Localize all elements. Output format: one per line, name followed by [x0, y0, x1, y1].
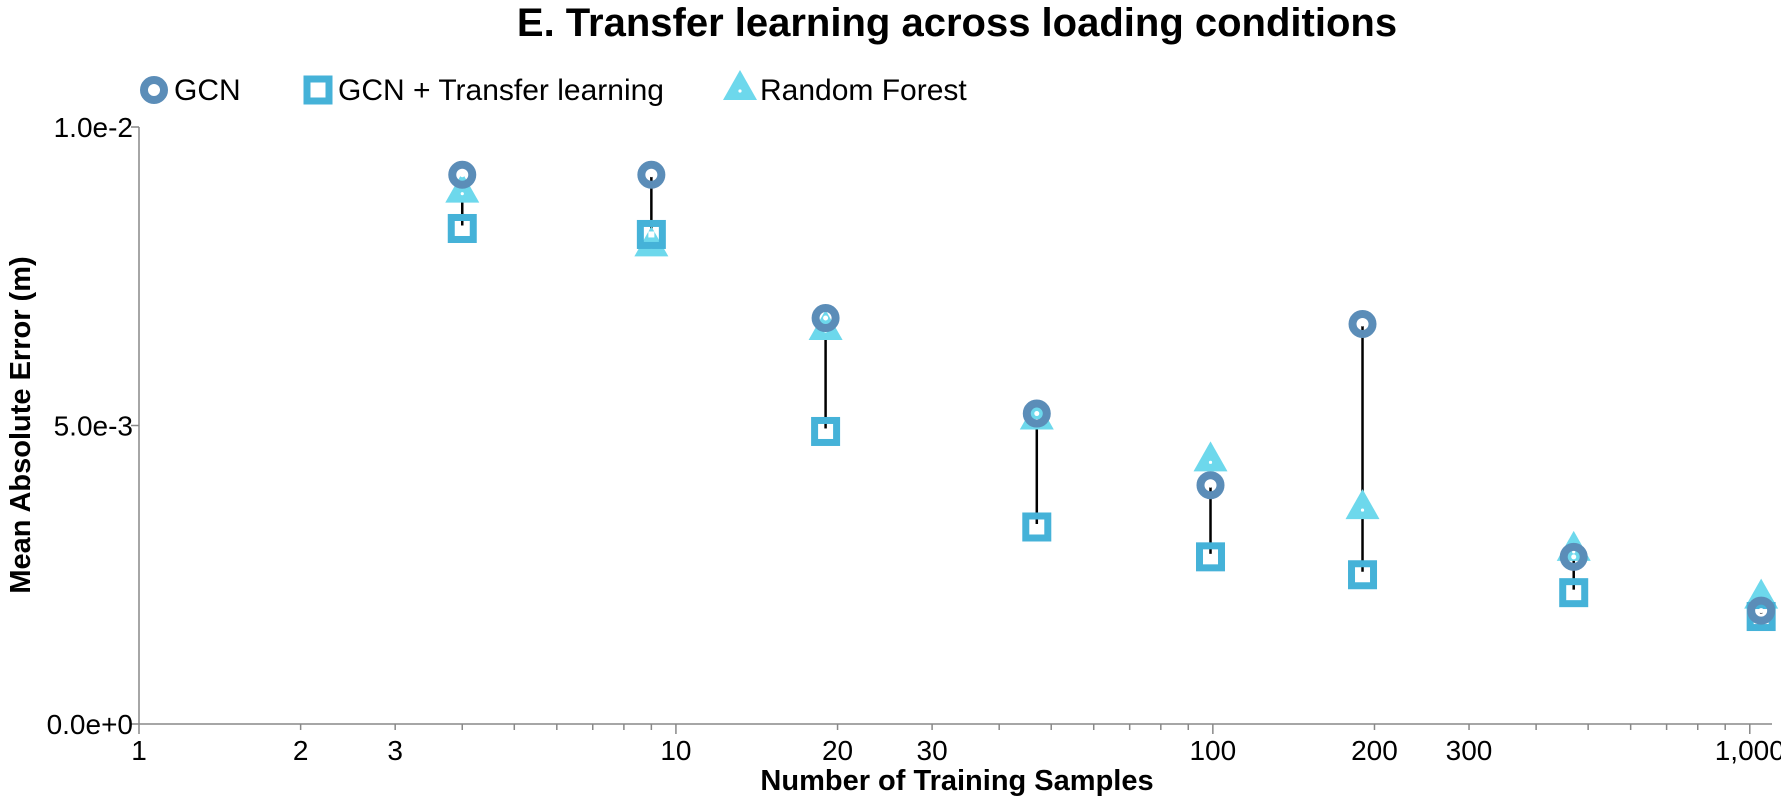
- x-axis-label: Number of Training Samples: [760, 765, 1153, 797]
- square-marker: [1196, 542, 1226, 572]
- legend-label: GCN: [174, 74, 241, 107]
- square-marker: [811, 416, 841, 446]
- legend-label: GCN + Transfer learning: [338, 74, 664, 107]
- y-tick-label: 0.0e+0: [47, 709, 133, 740]
- chart-title: E. Transfer learning across loading cond…: [517, 1, 1397, 45]
- square-marker: [636, 219, 666, 249]
- axes: 0.0e+0 5.0e-3 1.0e-2 1 2 3 10 20 30 100 200 300 1,00…: [47, 112, 1781, 766]
- circle-marker: [1348, 310, 1377, 339]
- x-tick-label: 30: [917, 735, 948, 766]
- legend-square-icon: [303, 75, 333, 105]
- legend-label: Random Forest: [760, 74, 967, 107]
- legend-circle-icon: [140, 76, 168, 104]
- circle-marker: [637, 160, 666, 189]
- x-tick-label: 20: [822, 735, 853, 766]
- circle-marker: [1196, 471, 1225, 500]
- square-marker: [447, 213, 477, 243]
- x-tick-label: 300: [1446, 735, 1493, 766]
- square-marker: [1559, 578, 1589, 608]
- x-tick-label: 100: [1189, 735, 1236, 766]
- circle-marker: [1747, 596, 1776, 625]
- legend: GCN GCN + Transfer learning Random Forest: [140, 70, 967, 107]
- y-axis-label: Mean Absolute Error (m): [5, 256, 37, 593]
- x-tick-label: 10: [660, 735, 691, 766]
- circle-marker: [1559, 542, 1588, 571]
- legend-triangle-icon: [723, 70, 757, 100]
- square-marker: [1022, 512, 1052, 542]
- x-tick-label: 1,000: [1715, 735, 1781, 766]
- y-tick-label: 5.0e-3: [54, 411, 133, 442]
- x-tick-label: 2: [293, 735, 309, 766]
- x-tick-label: 3: [387, 735, 403, 766]
- circle-marker: [1022, 399, 1051, 428]
- triangle-marker: [1193, 441, 1228, 472]
- x-tick-label: 200: [1351, 735, 1398, 766]
- data-markers: [445, 160, 1779, 632]
- circle-marker: [448, 160, 477, 189]
- triangle-marker: [1345, 489, 1380, 520]
- square-marker: [1348, 560, 1378, 590]
- circle-marker: [811, 304, 840, 333]
- y-tick-label: 1.0e-2: [54, 112, 133, 143]
- x-tick-label: 1: [131, 735, 147, 766]
